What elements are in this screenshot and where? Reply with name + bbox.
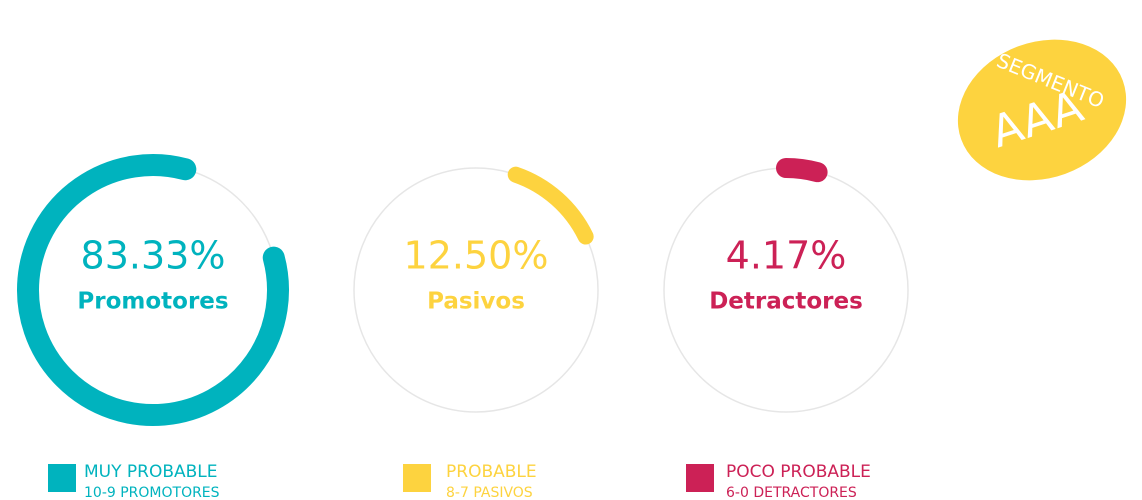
legend-swatch [48,464,76,492]
legend-title: PROBABLE [446,462,537,482]
gauge-label: Promotores [77,289,228,315]
gauge-value: 4.17% [726,234,847,278]
legend-subtitle: 8-7 PASIVOS [446,485,533,500]
badge-shape [957,39,1127,181]
legend-subtitle: 10-9 PROMOTORES [84,485,220,500]
legend-title: MUY PROBABLE [84,462,218,482]
legend-title: POCO PROBABLE [726,462,871,482]
gauge-arc [507,166,594,245]
gauge-arc [17,154,289,426]
gauge-arc [776,158,828,183]
gauge-track [353,167,599,413]
legend-swatch [403,464,431,492]
gauge-value: 12.50% [404,234,549,278]
badge: SEGMENTO AAA [957,39,1127,181]
legend-swatch [686,464,714,492]
gauge-label: Detractores [709,289,863,315]
gauge-value: 83.33% [81,234,226,278]
gauge-label: Pasivos [427,289,525,315]
legend-subtitle: 6-0 DETRACTORES [726,485,857,500]
